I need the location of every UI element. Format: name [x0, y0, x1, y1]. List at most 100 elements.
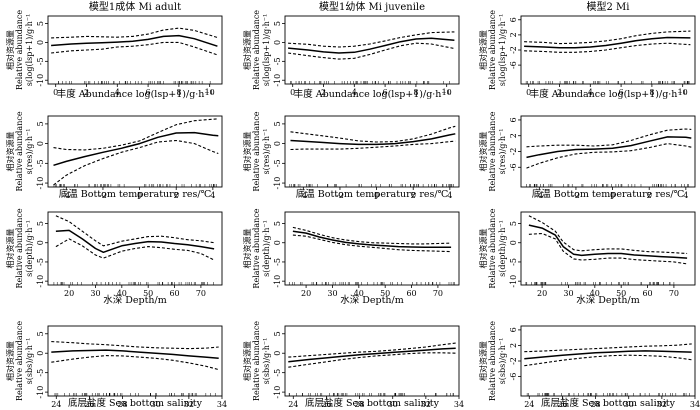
y-tick-label: 0	[273, 40, 282, 45]
y-axis-label: Relative abundance	[252, 208, 261, 288]
panel-r2-c3: -4 -2 0 2 4 -6 -2 2 6 相对资源量 Relative abundance s(re…	[478, 111, 696, 200]
y-tick-label: -5	[273, 369, 282, 377]
x-axis-label: 底层盐度 Sea bottom salinity	[68, 397, 203, 409]
y-tick-label: -10	[273, 275, 282, 288]
y-axis-label: Relative abundance	[252, 111, 261, 191]
smooth-fit-line	[292, 230, 452, 249]
x-axis-label: 水深 Depth/m	[103, 294, 167, 306]
x-tick-label: 30	[90, 289, 100, 298]
lower-confidence-line	[524, 42, 691, 53]
y-tick-label: 2	[509, 343, 518, 348]
upper-confidence-line	[51, 27, 218, 39]
y-tick-label: -10	[36, 177, 45, 190]
lower-confidence-line	[55, 238, 215, 261]
x-axis-label: 底温 Bottom temperature res/℃	[296, 188, 449, 200]
x-tick-label: 40	[354, 289, 364, 298]
panel-title-col1: 模型1成体 Mi adult	[89, 0, 181, 13]
x-tick-label: 24	[288, 400, 298, 409]
plot-frame	[47, 15, 223, 85]
y-tick-label: -5	[36, 369, 45, 377]
panel-r1-c2: 0 2 4 6 8 10 -10 -5 0 5 相对资源量 Relative abundance s(l…	[242, 10, 460, 97]
panel-title-col2: 模型1幼体 Mi juvenile	[319, 0, 425, 13]
x-tick-label: 32	[421, 400, 431, 409]
x-tick-label: 34	[217, 400, 227, 409]
x-tick-label: 10	[678, 88, 688, 97]
y-axis-label: s(res)/g·h⁻¹	[25, 129, 34, 175]
x-tick-label: 30	[624, 400, 634, 409]
y-tick-label: 5	[36, 21, 45, 26]
panel-r3-c1: 20 30 40 50 60 70 -10 -5 0 5 相对资源量 Relative abundan…	[5, 208, 223, 298]
lower-confidence-line	[288, 42, 455, 60]
x-tick-label: 10	[442, 88, 452, 97]
x-tick-label: 26	[557, 400, 567, 409]
x-tick-label: 32	[184, 400, 194, 409]
x-axis-label: 底温 Bottom temperature res/℃	[59, 188, 212, 200]
x-tick-label: 2	[84, 88, 89, 97]
x-tick-label: 28	[117, 400, 127, 409]
upper-confidence-line	[51, 341, 219, 350]
y-axis-label: Relative abundance	[15, 10, 24, 90]
y-axis-label: Relative abundance	[488, 111, 497, 191]
smooth-fit-line	[288, 347, 456, 363]
plot-frame	[47, 325, 223, 397]
x-tick-label: 4	[588, 88, 593, 97]
smooth-fit-line	[524, 350, 692, 360]
y-tick-label: 5	[273, 331, 282, 336]
x-tick-label: 8	[649, 88, 654, 97]
x-tick-label: 26	[321, 400, 331, 409]
x-tick-label: 10	[205, 88, 215, 97]
x-tick-label: -4	[62, 191, 70, 200]
x-tick-label: -4	[299, 191, 307, 200]
x-tick-label: 70	[196, 289, 206, 298]
x-tick-label: 6	[146, 88, 151, 97]
upper-confidence-line	[528, 215, 688, 255]
lower-confidence-line	[288, 352, 456, 368]
x-tick-label: 4	[210, 191, 215, 200]
y-tick-label: 5	[273, 21, 282, 26]
smooth-fit-line	[288, 37, 455, 54]
smooth-fit-line	[55, 229, 215, 254]
lower-confidence-line	[53, 139, 219, 186]
y-axis-label: Relative abundance	[488, 10, 497, 90]
y-axis-label: s(depth)/g·h⁻¹	[498, 220, 507, 277]
smooth-fit-line	[51, 349, 219, 360]
x-tick-label: 4	[115, 88, 120, 97]
lower-confidence-line	[290, 140, 456, 151]
x-tick-label: 20	[537, 289, 547, 298]
x-tick-label: 0	[610, 191, 615, 200]
y-tick-label: -2	[509, 148, 518, 156]
plot-frame	[284, 211, 460, 286]
y-tick-label: -5	[36, 57, 45, 65]
y-tick-label: 5	[273, 121, 282, 126]
smooth-fit-line	[53, 131, 219, 167]
plot-frame	[520, 15, 696, 85]
y-axis-label: 相对资源量	[5, 341, 15, 381]
x-tick-label: 2	[321, 88, 326, 97]
x-tick-label: 30	[327, 289, 337, 298]
x-tick-label: 0	[53, 88, 58, 97]
x-tick-label: 20	[64, 289, 74, 298]
y-axis-label: s(res)/g·h⁻¹	[498, 129, 507, 175]
x-tick-label: -4	[535, 191, 543, 200]
y-axis-label: 相对资源量	[478, 30, 488, 70]
y-axis-label: Relative abundance	[252, 10, 261, 90]
upper-confidence-line	[292, 226, 452, 245]
upper-confidence-line	[526, 128, 692, 148]
x-tick-label: 70	[433, 289, 443, 298]
panel-r2-c2: -4 -2 0 2 4 -10 -5 0 5 相对资源量 Relative abundance s(r…	[242, 111, 460, 200]
x-tick-label: 40	[590, 289, 600, 298]
y-axis-label: s(sbs)/g·h⁻¹	[25, 338, 34, 385]
x-tick-label: 60	[642, 289, 652, 298]
x-tick-label: 30	[388, 400, 398, 409]
x-tick-label: 50	[143, 289, 153, 298]
y-tick-label: -5	[273, 159, 282, 167]
x-axis-label: 丰度 Abundance log(lsp+1)/g·h⁻¹	[294, 88, 451, 100]
x-tick-label: 0	[374, 191, 379, 200]
x-tick-label: -2	[336, 191, 344, 200]
x-tick-label: 40	[117, 289, 127, 298]
upper-confidence-line	[55, 215, 215, 247]
y-axis-label: Relative abundance	[15, 321, 24, 401]
upper-confidence-line	[288, 31, 455, 48]
x-tick-label: 34	[690, 400, 700, 409]
